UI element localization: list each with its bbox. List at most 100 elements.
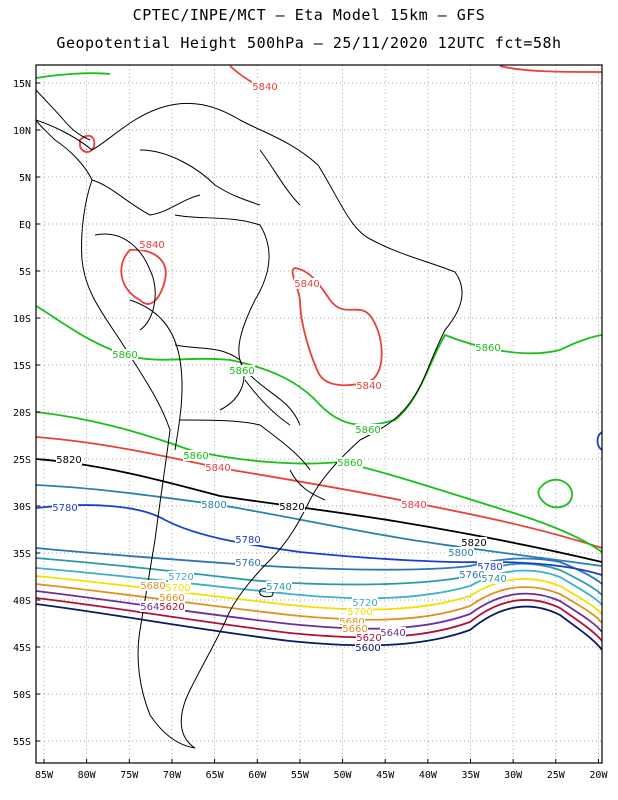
lat-tick-label: 5S	[19, 267, 31, 278]
contour-5840-panama	[79, 134, 96, 153]
contour-label: 5720	[352, 598, 377, 609]
contour-label-bg	[461, 537, 487, 548]
contour-label: 5820	[279, 502, 304, 513]
contour-label-bg	[356, 380, 382, 391]
contour-label: 5840	[252, 82, 277, 93]
border-venezuela	[139, 149, 261, 206]
contour-label: 5780	[477, 562, 502, 573]
contour-label-bg	[294, 278, 320, 289]
contour-label-bg	[112, 349, 138, 360]
contour-label-bg	[401, 499, 427, 510]
lat-tick-label: 10N	[13, 126, 31, 137]
lon-tick-label: 50W	[334, 770, 353, 781]
contour-label-bg	[355, 424, 381, 435]
lon-tick-label: 85W	[35, 770, 54, 781]
contour-label-bg	[279, 501, 305, 512]
contour-5760	[36, 547, 602, 585]
contour-label: 5680	[339, 617, 364, 628]
contour-5860-north	[36, 305, 602, 426]
contour-5800	[36, 484, 602, 567]
contour-label-bg	[56, 454, 82, 465]
lon-tick-label: 35W	[461, 770, 480, 781]
contour-label-bg	[347, 606, 373, 617]
lon-tick-label: 75W	[120, 770, 139, 781]
lon-tick-label: 40W	[419, 770, 438, 781]
contour-label: 5760	[235, 558, 260, 569]
central-america	[36, 89, 91, 141]
lon-tick-label: 20W	[589, 770, 608, 781]
lon-tick-label: 25W	[547, 770, 566, 781]
contour-label: 5620	[356, 633, 381, 644]
border-peru	[94, 233, 156, 331]
border-paraguay	[244, 379, 291, 426]
contour-label-bg	[229, 365, 255, 376]
contour-label-bg	[477, 561, 503, 572]
map-frame	[35, 64, 603, 764]
contour-label: 5860	[112, 350, 137, 361]
contour-label: 5760	[459, 570, 484, 581]
contour-label: 5840	[205, 463, 230, 474]
contour-label-bg	[380, 627, 406, 638]
lat-tick-label: 35S	[13, 549, 31, 560]
latitude-axis: 15N 10N 5N EQ 5S 10S 15S 20S 25S 30S 35S 40S 45S 50S 5…	[13, 79, 40, 748]
lon-tick-label: 45W	[376, 770, 395, 781]
contour-edge-blue	[596, 431, 602, 451]
contour-label-bg	[235, 534, 261, 545]
contour-label-bg	[168, 571, 194, 582]
contour-label-bg	[337, 457, 363, 468]
contour-5860-top	[36, 72, 111, 79]
contour-label-bg	[140, 580, 166, 591]
contour-5840-topright	[499, 65, 602, 73]
border-guianas	[259, 149, 301, 206]
lat-tick-label: 20S	[13, 408, 31, 419]
contour-label-bg	[356, 632, 382, 643]
contour-5620	[36, 597, 602, 642]
contour-label: 5660	[342, 624, 367, 635]
border-bolivia	[174, 344, 245, 411]
border-brazil	[174, 214, 301, 426]
contour-label: 5840	[294, 279, 319, 290]
lat-tick-label: 55S	[13, 737, 31, 748]
contour-label: 5740	[481, 574, 506, 585]
contour-label: 5600	[355, 643, 380, 654]
map-title: CPTEC/INPE/MCT – Eta Model 15km – GFS	[132, 6, 486, 24]
lat-tick-label: 15N	[13, 79, 31, 90]
contour-label: 5860	[183, 451, 208, 462]
contour-label: 5860	[337, 458, 362, 469]
contour-label-bg	[183, 450, 209, 461]
height-contours	[36, 65, 602, 651]
contour-label: 5720	[168, 572, 193, 583]
contour-label-bg	[201, 499, 227, 510]
contour-label: 5640	[140, 602, 165, 613]
contour-label: 5620	[159, 602, 184, 613]
lon-tick-label: 55W	[291, 770, 310, 781]
south-america-outline	[36, 102, 463, 749]
coastline	[36, 89, 463, 749]
contour-5840-south	[36, 436, 602, 549]
contour-label: 5840	[356, 381, 381, 392]
contour-label-bg	[355, 642, 381, 653]
contour-5740	[36, 557, 602, 596]
contour-label: 5700	[165, 583, 190, 594]
contour-5820	[36, 458, 602, 563]
contour-label: 5860	[355, 425, 380, 436]
contour-label-bg	[235, 557, 261, 568]
contour-label: 5780	[52, 503, 77, 514]
contour-label: 5680	[140, 581, 165, 592]
contour-5860-ring	[537, 478, 573, 509]
contour-label: 5800	[448, 548, 473, 559]
lon-tick-label: 30W	[504, 770, 523, 781]
contour-label: 5780	[235, 535, 260, 546]
contour-label-bg	[342, 623, 368, 634]
border-uruguay	[289, 469, 326, 501]
lat-tick-label: 5N	[19, 173, 31, 184]
contour-label-bg	[205, 462, 231, 473]
contour-label-bg	[266, 581, 292, 592]
contour-label-bg	[159, 592, 185, 603]
border-argentina	[179, 419, 311, 471]
contour-label: 5700	[347, 607, 372, 618]
map-subtitle: Geopotential Height 500hPa – 25/11/2020 …	[56, 34, 562, 52]
lat-tick-label: 10S	[13, 314, 31, 325]
contour-5860-south	[36, 411, 602, 553]
